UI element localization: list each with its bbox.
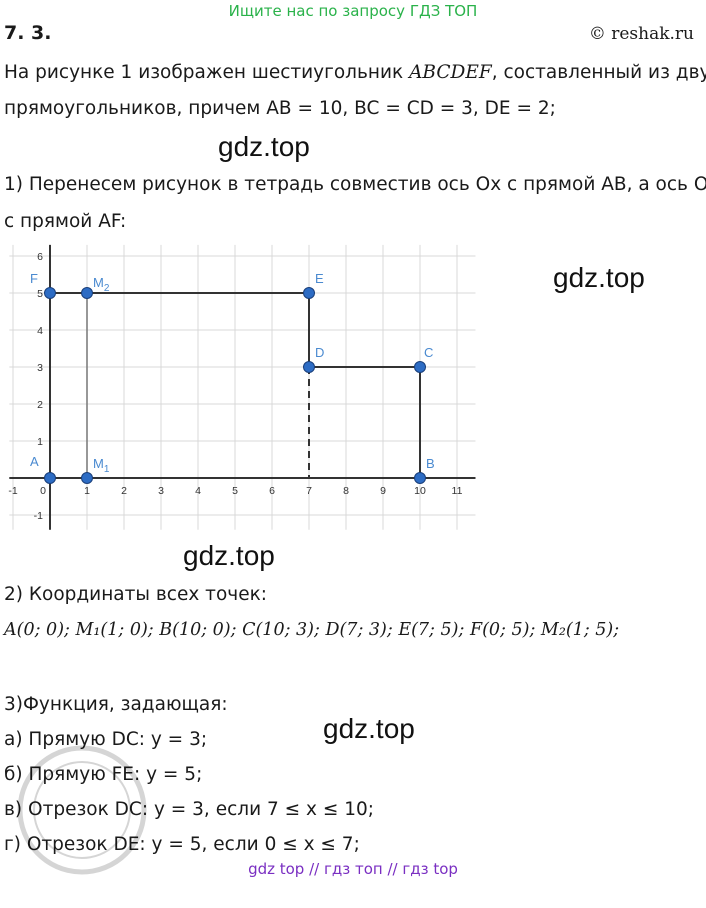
x-tick-label: 5 (232, 485, 238, 497)
step2-coordinates: A(0; 0); M₁(1; 0); B(10; 0); C(10; 3); D… (4, 620, 620, 640)
point-d (303, 361, 315, 373)
tick-labels: -1 0 1 2 3 4 5 6 7 8 9 10 11 -1 1 2 3 4 5 6 (8, 251, 462, 522)
watermark-4: gdz.top (323, 713, 415, 744)
x-tick-label: 3 (158, 485, 164, 497)
x-tick-label: 11 (452, 485, 463, 497)
intro-text-b: , составленный из двух (491, 62, 706, 83)
point-f (44, 287, 56, 299)
reshak-stamp-logo (17, 745, 147, 875)
footer-links[interactable]: gdz top // гдз топ // гдз top (248, 860, 458, 878)
y-tick-label: -1 (34, 510, 43, 522)
task-number: 7. 3. (4, 22, 52, 44)
axes (9, 244, 476, 530)
grid-lines (9, 244, 476, 530)
graph-points: A M1 B C D E F M2 (30, 271, 435, 484)
x-tick-label: 2 (121, 485, 127, 497)
copyright-label: © reshak.ru (588, 24, 694, 44)
y-tick-label: 6 (37, 251, 43, 263)
x-tick-label: 1 (84, 485, 90, 497)
point-b (414, 472, 426, 484)
x-tick-label: 4 (195, 485, 201, 497)
x-tick-label: 8 (343, 485, 349, 497)
point-label-a: A (30, 454, 39, 469)
step1-line-2: с прямой AF: (4, 211, 127, 232)
y-tick-label: 2 (37, 399, 43, 411)
point-label-e: E (315, 271, 324, 286)
x-tick-label: 9 (380, 485, 386, 497)
point-m1 (81, 472, 93, 484)
watermark-1: gdz.top (218, 131, 310, 162)
y-tick-label: 5 (37, 288, 43, 300)
point-label-b: B (426, 456, 435, 471)
point-label-d: D (315, 345, 324, 360)
point-label-c: C (424, 345, 433, 360)
intro-text-a: На рисунке 1 изображен шестиугольник (4, 62, 410, 83)
watermark-2: gdz.top (553, 262, 645, 293)
point-e (303, 287, 315, 299)
x-tick-label: 6 (269, 485, 275, 497)
point-a (44, 472, 56, 484)
hexagon-name: ABCDEF (409, 62, 492, 83)
hexagon-figure (49, 292, 421, 479)
step3-title: 3)Функция, задающая: (4, 694, 228, 715)
x-tick-label: 10 (414, 485, 426, 497)
intro-line-1: На рисунке 1 изображен шестиугольник ABC… (4, 62, 706, 83)
y-tick-label: 3 (37, 362, 43, 374)
point-label-m2: M2 (93, 275, 110, 294)
x-tick-label: -1 (8, 485, 17, 497)
item-a: а) Прямую DC: y = 3; (4, 729, 208, 750)
point-c (414, 361, 426, 373)
point-label-f: F (30, 271, 38, 286)
coordinate-graph: -1 0 1 2 3 4 5 6 7 8 9 10 11 -1 1 2 3 4 5 6 A M1 B C D E F M2 (8, 244, 476, 530)
y-tick-label: 1 (37, 436, 43, 448)
item-c: в) Отрезок DC: y = 3, если 7 ≤ x ≤ 10; (4, 799, 374, 820)
item-d: г) Отрезок DE: y = 5, если 0 ≤ x ≤ 7; (4, 834, 360, 855)
x-tick-label: 0 (40, 485, 46, 497)
point-m2 (81, 287, 93, 299)
y-tick-label: 4 (37, 325, 43, 337)
intro-line-2: прямоугольников, причем AB = 10, BC = CD… (4, 98, 556, 119)
watermark-3: gdz.top (183, 540, 275, 571)
top-banner[interactable]: Ищите нас по запросу ГДЗ ТОП (228, 2, 478, 20)
item-b: б) Прямую FE: y = 5; (4, 764, 203, 785)
x-tick-label: 7 (306, 485, 312, 497)
step2-title: 2) Координаты всех точек: (4, 584, 267, 605)
step1-line-1: 1) Перенесем рисунок в тетрадь совместив… (4, 174, 706, 195)
point-label-m1: M1 (93, 456, 110, 475)
